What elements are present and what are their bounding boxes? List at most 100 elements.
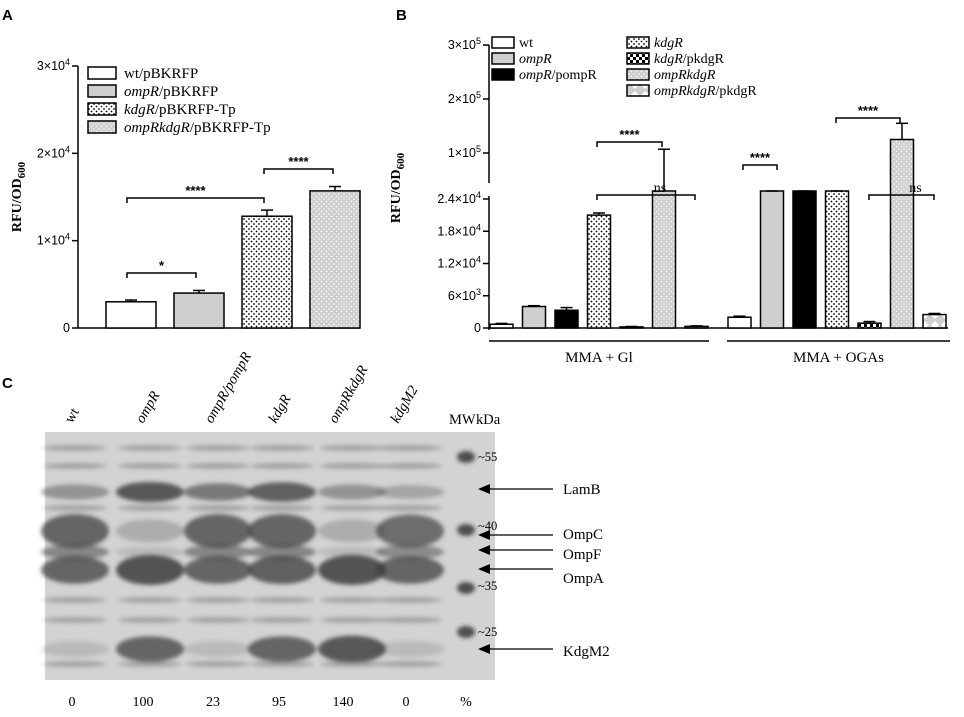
a-ytick-label-exp: 4: [65, 57, 70, 67]
b-group-label: MMA + Gl: [565, 350, 633, 366]
b-bar: [922, 313, 947, 329]
b-ytick-label: 1.8×104: [437, 222, 481, 238]
gel-band: [376, 514, 444, 548]
b-legend-label-rest: /pkdgR: [683, 52, 725, 67]
a-ytick-label: 3×104: [37, 57, 70, 73]
b-ytick-label-base: 2.4×10: [437, 192, 476, 206]
a-legend-label: ompRkdgR/pBKRFP-Tp: [124, 120, 271, 136]
b-ytick-label-base: 1.2×10: [437, 257, 476, 271]
panel-a-ylabel: RFU/OD600: [10, 161, 28, 232]
gel-band: [41, 544, 109, 560]
b-ytick-label-exp: 5: [476, 36, 481, 46]
gel-faint-band: [320, 463, 384, 469]
gel-band: [41, 514, 109, 548]
gel-band: [248, 544, 316, 560]
gel-faint-band: [320, 445, 384, 451]
b-ytick-label-exp: 4: [476, 255, 481, 265]
gel-band: [116, 481, 184, 503]
a-bar: [173, 292, 225, 329]
gel-band: [318, 546, 386, 558]
b-legend-label-rest: /pkdgR: [715, 84, 757, 99]
band-arrow-head: [478, 644, 490, 654]
gel-band: [318, 635, 386, 663]
gel-band: [248, 514, 316, 548]
band-arrow-head: [478, 484, 490, 494]
b-legend-label-italic: ompR: [519, 52, 552, 67]
b-ytick-label: 3×105: [448, 36, 481, 52]
b-sig-label: ns: [909, 181, 921, 196]
gel-band: [116, 546, 184, 558]
b-ytick-label-base: 6×10: [448, 289, 476, 303]
band-label: KdgM2: [563, 644, 610, 660]
b-ytick-label: 1.2×104: [437, 255, 481, 271]
b-ytick-label: 2×105: [448, 90, 481, 106]
percent-value: 0: [403, 695, 410, 710]
mw-marker-band: [457, 582, 475, 594]
gel-band: [248, 482, 316, 502]
a-legend-label-italic: ompRkdgR: [124, 120, 190, 136]
panel-b: B RFU/OD600 06×1031.2×1041.8×1042.4×1041…: [389, 7, 950, 366]
b-legend-label: ompR/pompR: [519, 68, 597, 83]
a-ytick-label-base: 3×10: [37, 59, 65, 73]
gel-faint-band: [378, 463, 442, 469]
a-legend-swatch: [87, 120, 117, 134]
gel-faint-band: [118, 617, 182, 623]
gel-faint-band: [186, 445, 250, 451]
b-legend-label: kdgR: [654, 36, 683, 51]
gel-band: [116, 555, 184, 585]
gel-band: [376, 485, 444, 499]
b-bar: [824, 190, 850, 329]
gel-faint-band: [43, 661, 107, 667]
band-label: OmpC: [563, 527, 603, 543]
lane-label: ompRkdgR: [326, 363, 372, 426]
b-legend-label: ompR: [519, 52, 552, 67]
b-legend-label: kdgR/pkdgR: [654, 52, 725, 67]
a-ytick-label-exp: 4: [65, 232, 70, 242]
mw-marker-label: ~40: [478, 519, 497, 533]
gel-faint-band: [250, 505, 314, 511]
gel-faint-band: [250, 445, 314, 451]
gel-faint-band: [378, 505, 442, 511]
b-legend-label-italic: kdgR: [654, 36, 683, 51]
a-ytick-label: 2×104: [37, 144, 70, 160]
gel-faint-band: [118, 445, 182, 451]
lane-label: ompR/pompR: [202, 350, 255, 426]
b-bar: [586, 214, 612, 329]
gel-faint-band: [320, 617, 384, 623]
panel-b-letter: B: [396, 7, 407, 24]
b-legend-label: ompRkdgR: [654, 68, 716, 83]
a-ytick-label: 0: [63, 321, 70, 335]
gel-band: [116, 519, 184, 543]
b-legend-label: ompRkdgR/pkdgR: [654, 84, 757, 99]
gel-band: [184, 514, 252, 548]
percent-value: 140: [333, 695, 354, 710]
gel-band: [41, 484, 109, 500]
b-legend-swatch: [491, 52, 515, 65]
gel-faint-band: [186, 617, 250, 623]
gel-faint-band: [378, 597, 442, 603]
panel-c-letter: C: [2, 375, 13, 392]
b-legend-label: wt: [519, 36, 533, 51]
gel-faint-band: [250, 597, 314, 603]
a-sig-label: *: [159, 258, 165, 273]
b-ytick-label: 2.4×104: [437, 190, 481, 206]
gel-faint-band: [43, 445, 107, 451]
gel-faint-band: [378, 661, 442, 667]
percent-value: 100: [133, 695, 154, 710]
gel-band: [376, 640, 444, 658]
a-ytick-label-exp: 4: [65, 144, 70, 154]
gel-faint-band: [118, 661, 182, 667]
a-bar: [309, 190, 361, 329]
percent-value: 95: [272, 695, 286, 710]
b-sig-label: ****: [619, 127, 640, 142]
gel-band: [318, 519, 386, 543]
a-bar: [105, 301, 157, 329]
gel-faint-band: [118, 597, 182, 603]
a-legend-label-italic: kdgR: [124, 102, 155, 118]
b-legend-swatch: [626, 84, 650, 97]
mw-marker-band: [457, 451, 475, 463]
band-label: LamB: [563, 482, 601, 498]
b-ytick-label-base: 3×10: [448, 38, 476, 52]
percent-unit: %: [460, 695, 472, 710]
